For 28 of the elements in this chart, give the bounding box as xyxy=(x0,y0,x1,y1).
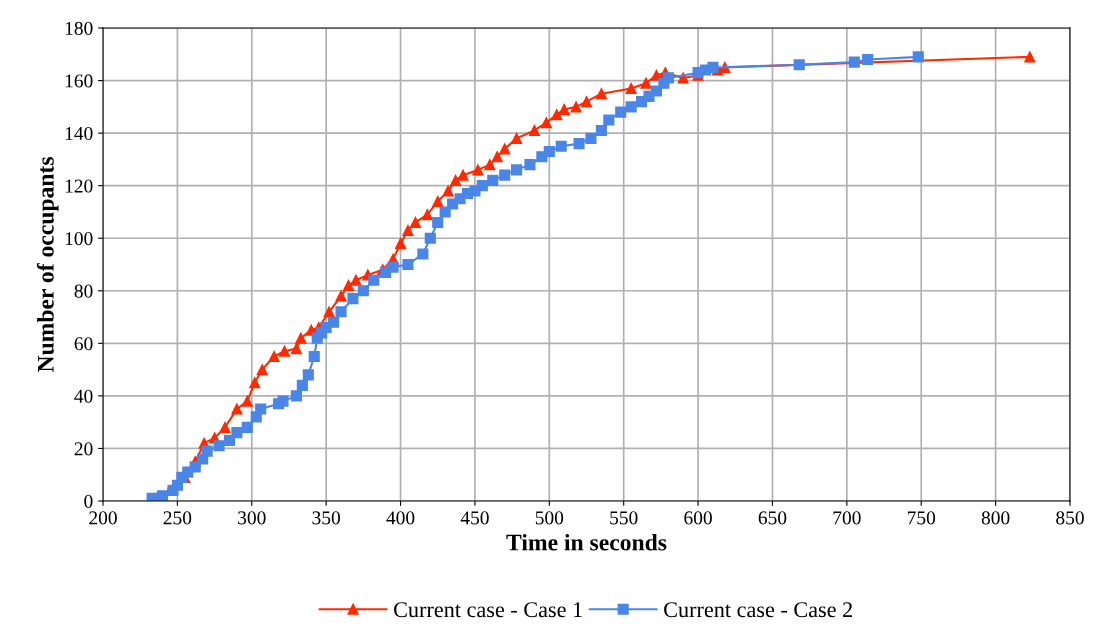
y-tick-label: 140 xyxy=(65,126,93,141)
y-tick-label: 180 xyxy=(65,21,93,35)
y-tick-label: 40 xyxy=(74,389,93,403)
y-tick-label: 160 xyxy=(65,74,93,88)
x-tick-label: 700 xyxy=(833,511,861,525)
x-tick-label: 450 xyxy=(460,511,489,525)
x-tick-label: 850 xyxy=(1056,511,1084,525)
x-tick-label: 200 xyxy=(89,511,117,525)
y-tick-label: 60 xyxy=(74,337,93,351)
y-tick-label: 80 xyxy=(74,284,93,298)
y-tick-label: 120 xyxy=(65,179,93,193)
x-tick-label: 650 xyxy=(758,511,787,525)
x-tick-label: 350 xyxy=(312,511,340,525)
x-tick-label: 300 xyxy=(238,511,266,525)
y-tick-label: 20 xyxy=(74,442,93,456)
legend-label: Current case - Case 2 xyxy=(664,602,852,618)
x-tick-label: 800 xyxy=(981,511,1010,525)
x-tick-label: 400 xyxy=(386,511,415,525)
x-tick-label: 250 xyxy=(163,511,192,525)
x-tick-label: 550 xyxy=(610,511,638,525)
legend-label: Current case - Case 1 xyxy=(394,602,582,618)
y-tick-label: 0 xyxy=(84,494,93,508)
x-tick-label: 600 xyxy=(684,511,712,525)
y-axis-title: Number of occupants xyxy=(36,157,59,373)
x-tick-label: 500 xyxy=(535,511,564,525)
y-tick-label: 100 xyxy=(65,232,93,246)
x-tick-label: 750 xyxy=(907,511,936,525)
x-axis-title: Time in seconds xyxy=(506,533,667,551)
